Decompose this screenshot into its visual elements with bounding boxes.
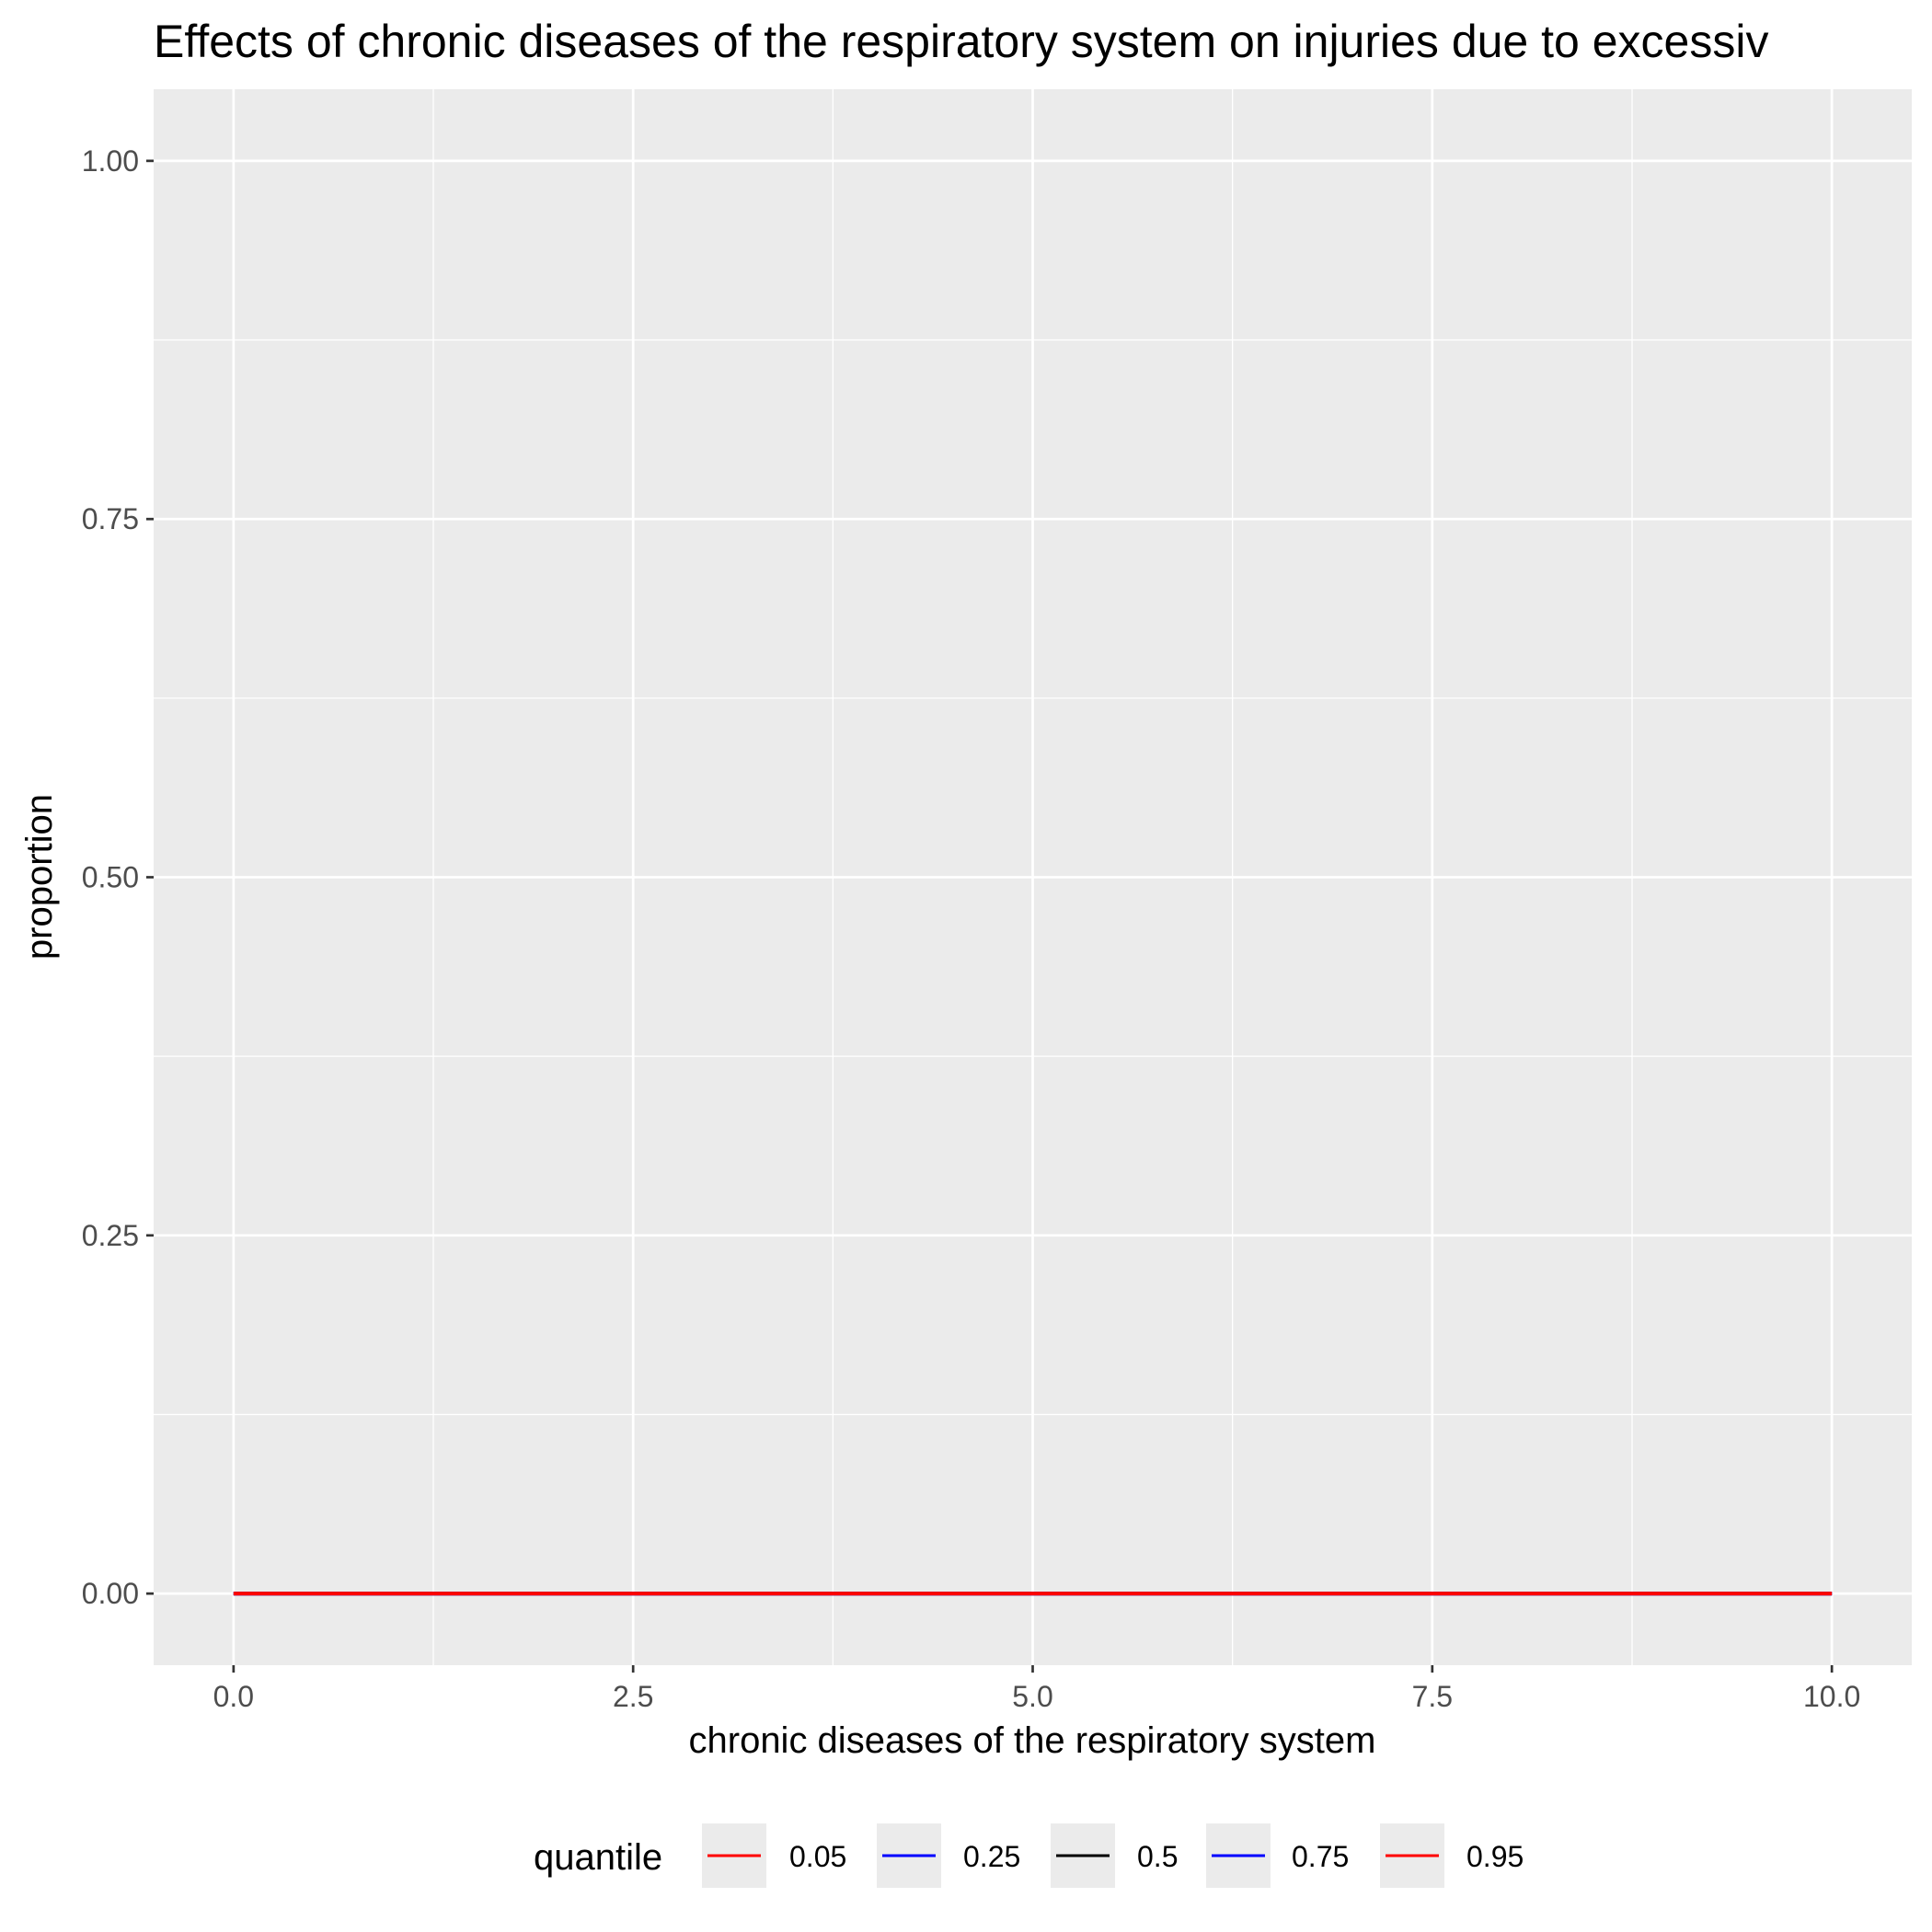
x-tick-label: 2.5 [613, 1680, 653, 1713]
x-tick-label: 0.0 [213, 1680, 254, 1713]
legend: quantile 0.05 0.25 0.5 0.75 0.95 [534, 1823, 1524, 1888]
x-axis: 0.0 2.5 5.0 7.5 10.0 [213, 1665, 1860, 1713]
legend-items: 0.05 0.25 0.5 0.75 0.95 [702, 1823, 1524, 1888]
chart-title: Effects of chronic diseases of the respi… [154, 16, 1768, 67]
y-tick-label: 0.00 [82, 1577, 139, 1610]
legend-label: 0.05 [789, 1840, 846, 1873]
y-tick-label: 1.00 [82, 144, 139, 178]
x-tick-label: 10.0 [1803, 1680, 1860, 1713]
y-tick-label: 0.50 [82, 861, 139, 894]
y-tick-label: 0.25 [82, 1219, 139, 1252]
legend-label: 0.75 [1292, 1840, 1349, 1873]
x-tick-label: 5.0 [1012, 1680, 1052, 1713]
legend-label: 0.25 [963, 1840, 1020, 1873]
y-axis-title: proportion [19, 794, 60, 960]
y-axis: 0.00 0.25 0.50 0.75 1.00 [82, 144, 154, 1610]
legend-label: 0.95 [1466, 1840, 1524, 1873]
y-tick-label: 0.75 [82, 502, 139, 535]
legend-label: 0.5 [1137, 1840, 1178, 1873]
x-tick-label: 7.5 [1412, 1680, 1453, 1713]
legend-title: quantile [534, 1837, 662, 1878]
x-axis-title: chronic diseases of the respiratory syst… [689, 1720, 1376, 1761]
